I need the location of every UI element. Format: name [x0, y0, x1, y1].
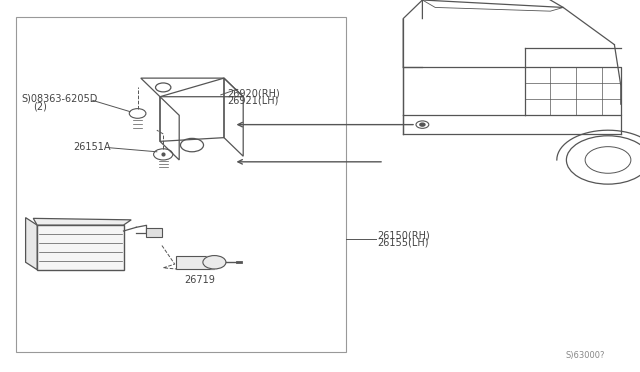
Text: (2): (2) [33, 102, 47, 111]
Polygon shape [26, 218, 37, 270]
Text: 26151A: 26151A [74, 142, 111, 152]
Text: 26155(LH): 26155(LH) [378, 238, 429, 247]
Text: S)08363-6205D: S)08363-6205D [21, 94, 97, 103]
Text: 26150(RH): 26150(RH) [378, 230, 430, 240]
Text: S)63000?: S)63000? [565, 351, 605, 360]
Bar [37, 225, 124, 270]
Bar [16, 17, 346, 352]
Bar [176, 256, 214, 269]
Text: 26921(LH): 26921(LH) [227, 96, 278, 105]
Circle shape [203, 256, 226, 269]
Polygon shape [33, 218, 131, 225]
Bar [146, 228, 162, 237]
Circle shape [420, 123, 425, 126]
Text: 26719: 26719 [184, 276, 215, 285]
Text: 26920(RH): 26920(RH) [227, 88, 280, 98]
